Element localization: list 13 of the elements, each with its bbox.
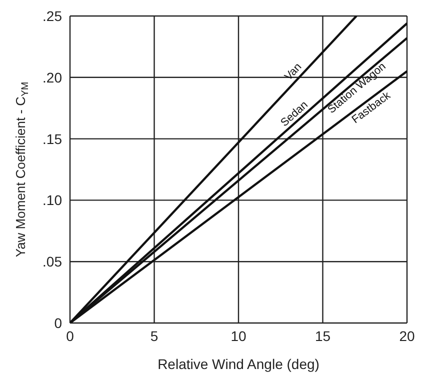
y-tick-label: .15 <box>42 130 62 147</box>
x-tick-label: 0 <box>66 328 74 344</box>
y-tick-label: .05 <box>42 254 62 270</box>
y-tick-label: .10 <box>42 192 62 208</box>
x-axis-title: Relative Wind Angle (deg) <box>158 356 320 372</box>
x-tick-label: 20 <box>399 328 415 344</box>
y-tick-label: .25 <box>42 8 62 24</box>
x-tick-label: 15 <box>314 328 331 344</box>
y-tick-label: .20 <box>42 69 62 86</box>
x-tick-label: 10 <box>230 328 246 344</box>
text: Van <box>282 60 304 83</box>
y-tick-label: 0 <box>54 314 62 331</box>
x-tick-label: 5 <box>150 328 158 344</box>
